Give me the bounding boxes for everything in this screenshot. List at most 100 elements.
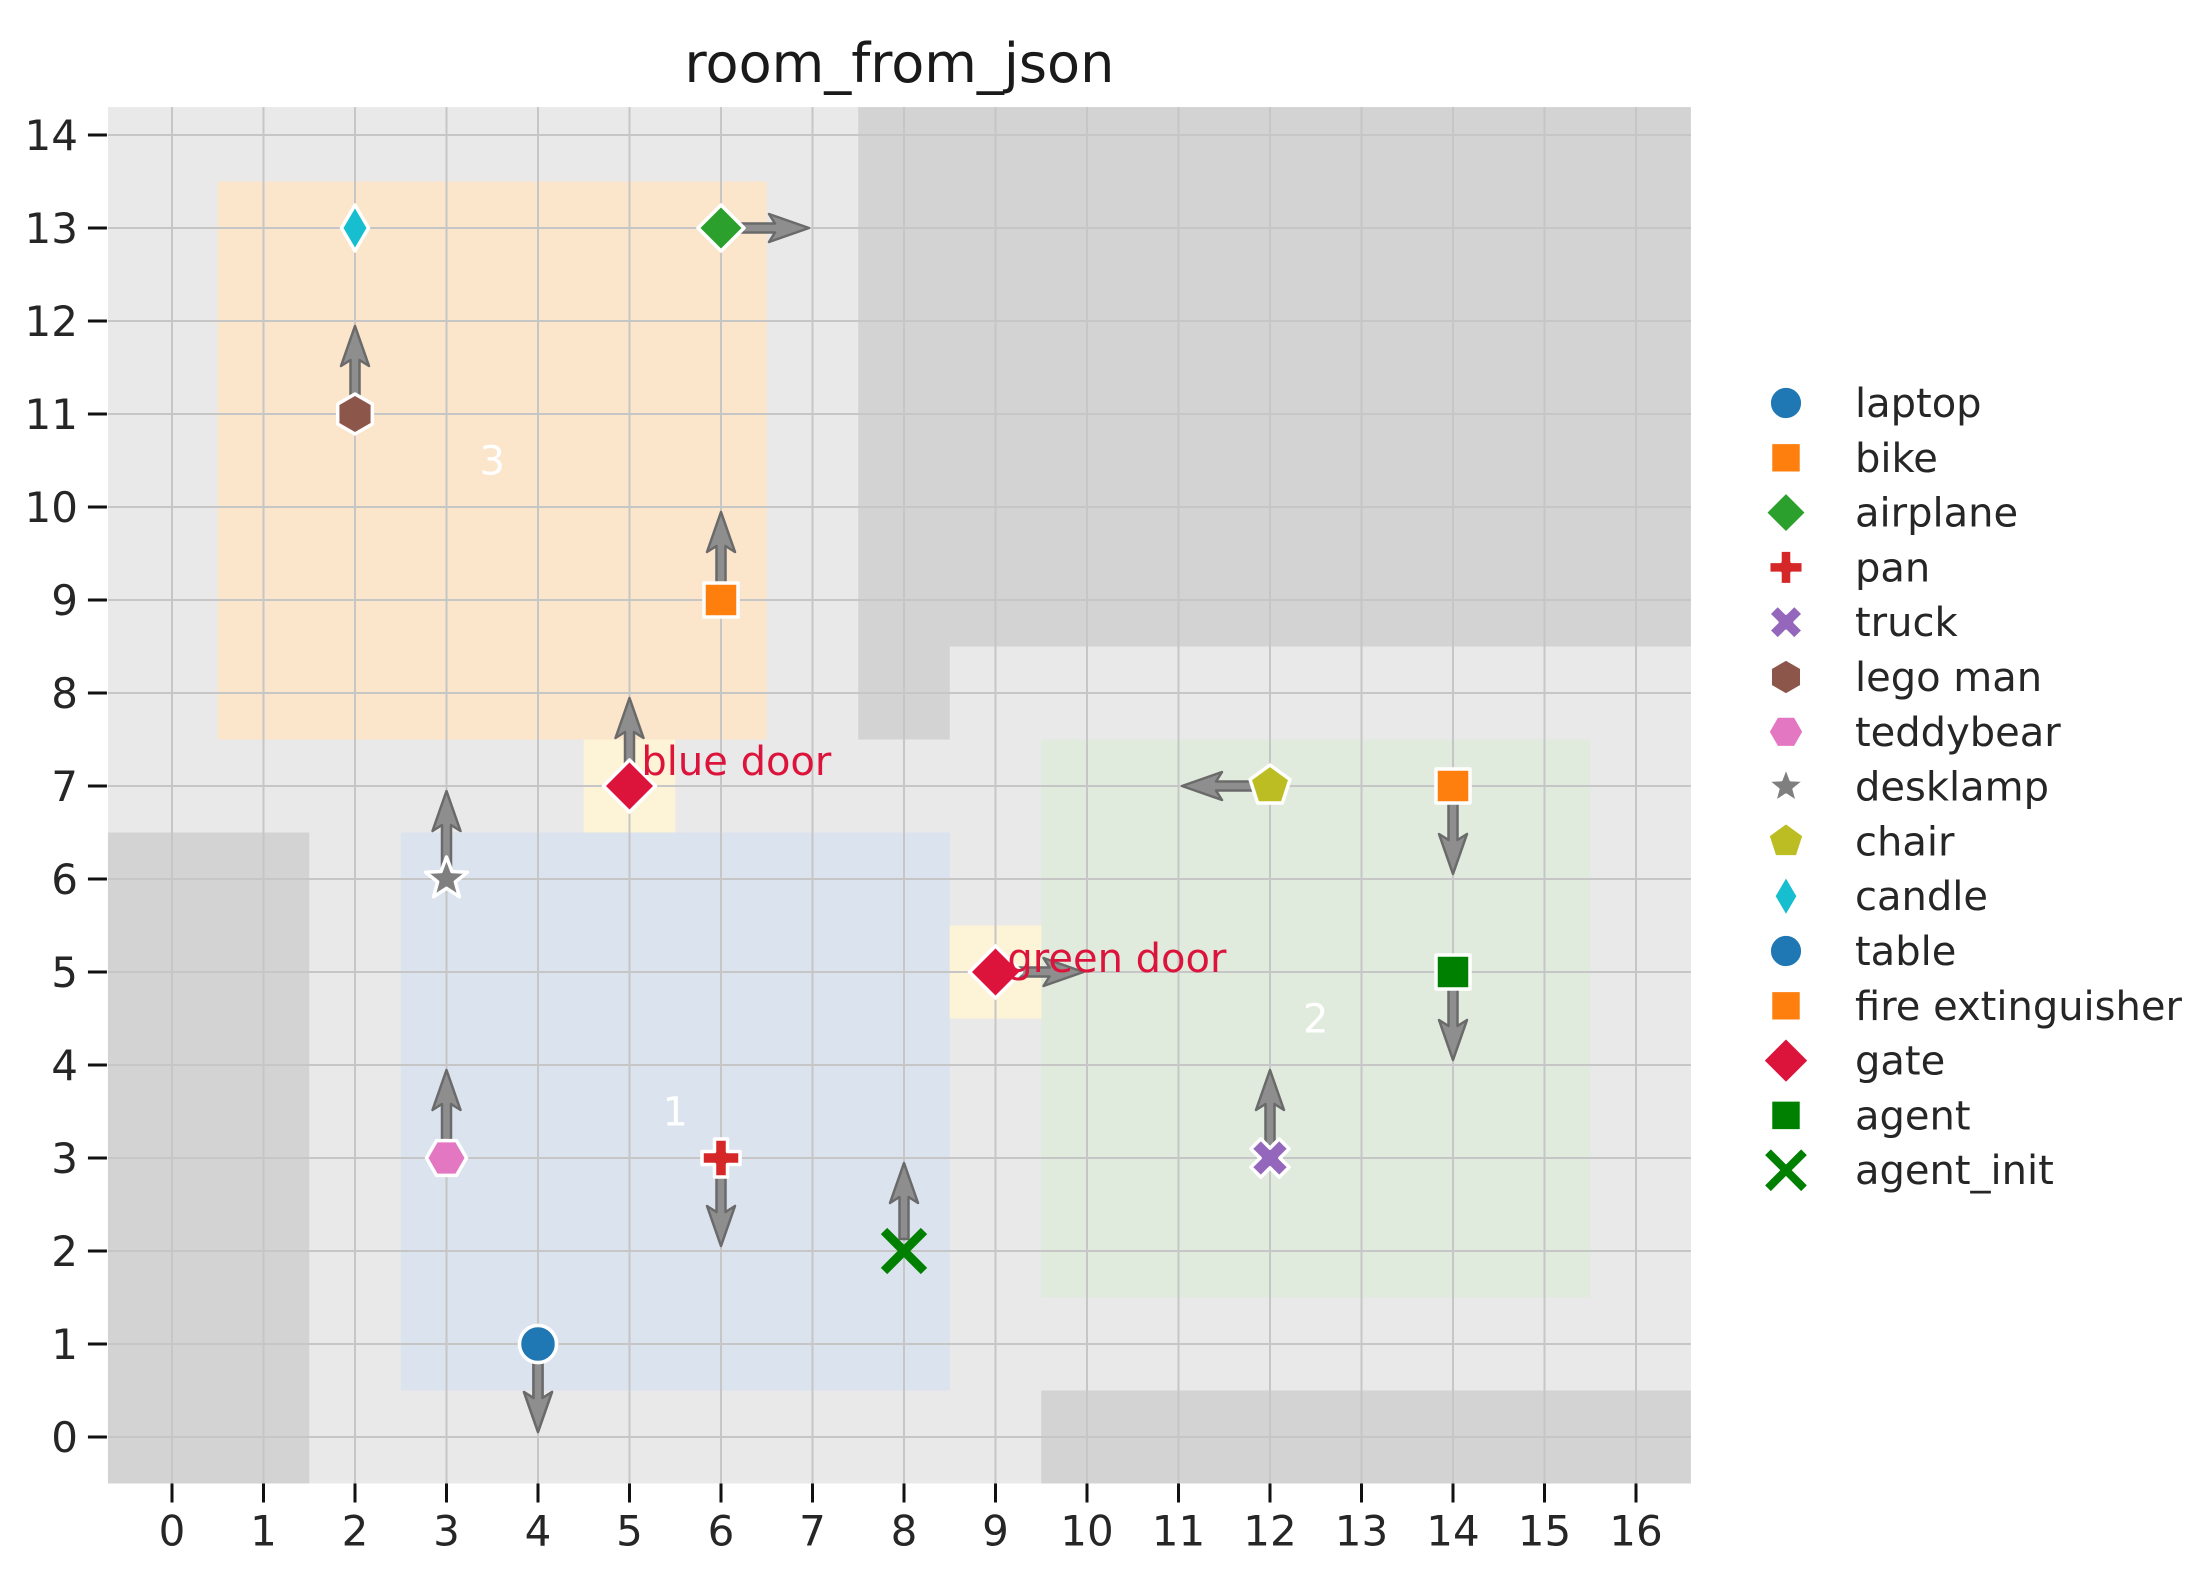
green-door-label: green door (1007, 936, 1227, 982)
marker-lego-man (335, 392, 375, 436)
marker-candle (339, 203, 371, 253)
room-label-1: 1 (663, 1090, 688, 1136)
x-tick-label-13: 13 (1335, 1507, 1388, 1556)
legend-marker-agent (1769, 1098, 1803, 1133)
legend-item-pan: pan (1767, 545, 1930, 591)
room-3-area (217, 181, 767, 740)
legend-marker-lego-man (1768, 657, 1804, 697)
legend-item-lego-man: lego man (1768, 655, 2042, 701)
y-tick-label-5: 5 (51, 948, 78, 997)
x-tick-label-0: 0 (159, 1507, 186, 1556)
legend-label-fire-extinguisher: fire extinguisher (1855, 984, 2182, 1030)
legend-marker-laptop (1767, 384, 1805, 422)
legend-label-agent: agent (1855, 1093, 1971, 1139)
arrow-truck-4 (1254, 1068, 1286, 1148)
legend-item-airplane: airplane (1763, 490, 2018, 537)
legend-label-agent_init: agent_init (1855, 1148, 2054, 1194)
x-tick-label-15: 15 (1518, 1507, 1571, 1556)
legend-marker-table (1767, 932, 1805, 970)
legend-item-truck: truck (1767, 600, 1958, 646)
arrow-fire-extinguisher-11 (1437, 796, 1469, 876)
wall-block-2 (858, 107, 1691, 647)
legend-label-pan: pan (1855, 545, 1930, 591)
marker-desklamp (423, 855, 470, 899)
legend-marker-shape-agent_init (1765, 1149, 1807, 1192)
legend-label-lego-man: lego man (1855, 655, 2042, 701)
arrow-bike-1-shape (705, 510, 737, 590)
legend-marker-fire-extinguisher (1769, 988, 1803, 1023)
legend-marker-shape-bike (1769, 440, 1803, 475)
legend-marker-shape-teddybear (1766, 714, 1806, 749)
chart-title: room_from_json (685, 32, 1115, 95)
y-tick-label-13: 13 (24, 204, 77, 253)
legend-marker-shape-airplane (1763, 490, 1809, 535)
x-tick-label-1: 1 (250, 1507, 277, 1556)
x-tick-label-11: 11 (1152, 1507, 1205, 1556)
object-fire-extinguisher-11 (1434, 767, 1472, 805)
legend-label-truck: truck (1855, 600, 1958, 646)
y-tick-label-11: 11 (24, 390, 77, 439)
x-tick-label-2: 2 (342, 1507, 369, 1556)
room-1-area (400, 832, 950, 1391)
object-desklamp-7 (423, 855, 470, 899)
marker-gate (967, 944, 1024, 1000)
arrow-desklamp-7-shape (431, 789, 462, 869)
legend-marker-shape-gate (1761, 1035, 1811, 1086)
arrow-agent-14-shape (1437, 982, 1469, 1062)
legend-marker-desklamp (1765, 765, 1807, 805)
x-tick-label-16: 16 (1609, 1507, 1662, 1556)
legend-marker-chair (1766, 820, 1806, 859)
legend-item-table: table (1767, 929, 1956, 975)
marker-fire-extinguisher (1434, 767, 1472, 805)
x-tick-label-6: 6 (708, 1507, 735, 1556)
y-tick-label-8: 8 (51, 669, 78, 718)
object-bike-1 (702, 581, 740, 619)
legend: laptop bike airplane pan truck lego man teddyb… (1761, 381, 2182, 1194)
arrow-agent_init-15-shape (888, 1161, 920, 1241)
legend-marker-shape-laptop (1767, 384, 1805, 422)
legend-marker-gate (1761, 1035, 1811, 1086)
arrow-desklamp-7 (431, 789, 462, 869)
legend-item-desklamp: desklamp (1765, 765, 2049, 811)
marker-gate (601, 758, 658, 814)
legend-marker-shape-lego-man (1768, 657, 1804, 697)
legend-marker-agent_init (1765, 1149, 1807, 1192)
object-agent_init-15 (880, 1227, 928, 1275)
legend-marker-shape-desklamp (1765, 765, 1807, 805)
legend-label-table: table (1855, 929, 1956, 975)
x-tick-label-5: 5 (616, 1507, 643, 1556)
legend-item-agent_init: agent_init (1765, 1148, 2054, 1194)
object-airplane-2 (696, 203, 746, 253)
object-gate-12 (601, 758, 658, 814)
marker-bike (702, 581, 740, 619)
object-candle-9 (339, 203, 371, 253)
room-label-2: 2 (1303, 997, 1328, 1043)
x-tick-label-8: 8 (891, 1507, 918, 1556)
object-agent-14 (1434, 953, 1472, 991)
legend-marker-candle (1772, 873, 1800, 919)
y-tick-label-4: 4 (51, 1041, 78, 1090)
marker-table (517, 1323, 559, 1365)
arrow-truck-4-shape (1254, 1068, 1286, 1148)
object-pan-3 (700, 1137, 742, 1179)
legend-label-candle: candle (1855, 874, 1988, 920)
x-tick-label-4: 4 (525, 1507, 552, 1556)
x-tick-label-3: 3 (433, 1507, 460, 1556)
object-teddybear-6 (424, 1138, 469, 1178)
legend-marker-shape-candle (1772, 873, 1800, 919)
legend-marker-teddybear (1766, 714, 1806, 749)
legend-item-agent: agent (1769, 1093, 1971, 1139)
arrow-agent_init-15 (888, 1161, 920, 1241)
object-chair-8 (1248, 763, 1292, 805)
y-tick-label-10: 10 (24, 483, 77, 532)
marker-chair (1248, 763, 1292, 805)
y-tick-label-2: 2 (51, 1227, 78, 1276)
legend-label-airplane: airplane (1855, 491, 2018, 537)
legend-label-teddybear: teddybear (1855, 710, 2061, 756)
marker-airplane (696, 203, 746, 253)
legend-item-teddybear: teddybear (1766, 710, 2061, 756)
legend-marker-shape-chair (1766, 820, 1806, 859)
y-tick-label-0: 0 (51, 1413, 78, 1462)
legend-label-laptop: laptop (1855, 381, 1982, 427)
